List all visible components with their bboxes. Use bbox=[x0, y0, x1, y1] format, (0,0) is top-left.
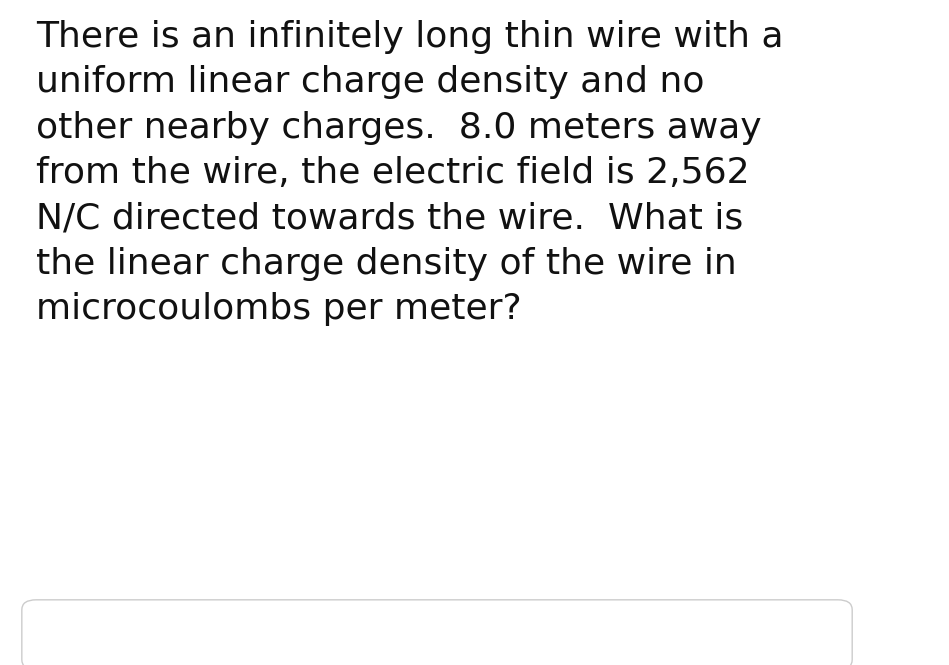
FancyBboxPatch shape bbox=[22, 600, 852, 665]
Text: There is an infinitely long thin wire with a
uniform linear charge density and n: There is an infinitely long thin wire wi… bbox=[36, 20, 784, 326]
